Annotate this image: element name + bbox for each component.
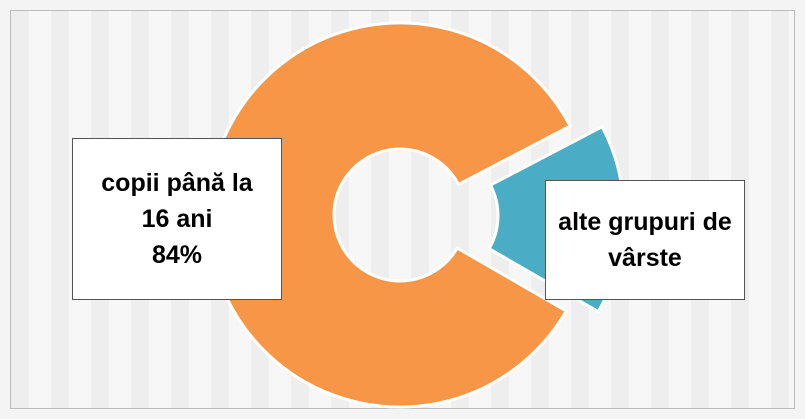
category-label: copii până la 16 ani [93, 165, 261, 237]
value-label: 84% [93, 237, 261, 273]
label-box: copii până la 16 ani 84% [72, 138, 282, 300]
category-label: alte grupuri de vârste [556, 204, 734, 276]
label-box: alte grupuri de vârste [545, 180, 745, 300]
chart: copii până la 16 ani 84% alte grupuri de… [0, 0, 805, 419]
